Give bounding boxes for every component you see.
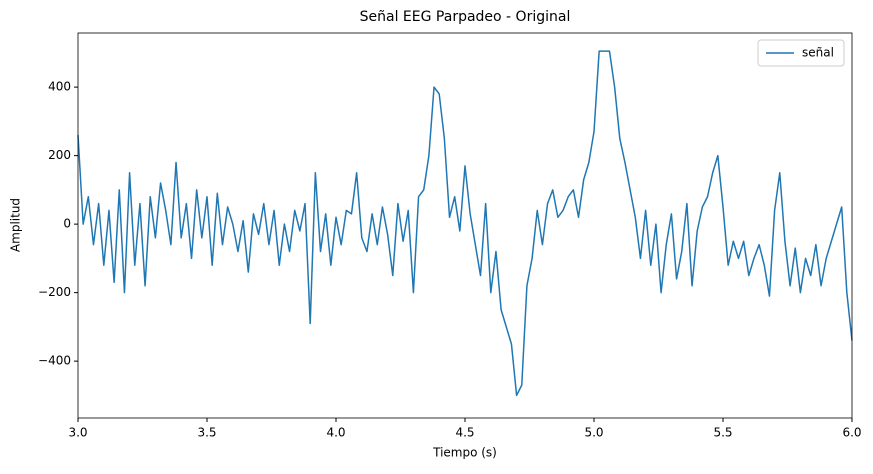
x-tick-label: 5.0 xyxy=(584,426,603,440)
legend-label: señal xyxy=(802,46,834,60)
legend-box xyxy=(757,39,845,67)
plot-frame xyxy=(77,32,853,419)
y-tick-label: 400 xyxy=(48,80,71,94)
chart-title: Señal EEG Parpadeo - Original xyxy=(360,9,571,25)
y-tick-label: 0 xyxy=(63,217,71,231)
y-tick-label: 200 xyxy=(48,148,71,162)
x-tick-label: 5.5 xyxy=(713,426,732,440)
y-tick-label: −200 xyxy=(38,285,71,299)
x-tick-label: 3.5 xyxy=(197,426,216,440)
x-axis-label: Tiempo (s) xyxy=(432,446,497,460)
x-tick-label: 6.0 xyxy=(842,426,861,440)
data-line xyxy=(77,50,853,397)
y-tick-label: −400 xyxy=(38,354,71,368)
x-tick-label: 3.0 xyxy=(68,426,87,440)
x-tick-label: 4.5 xyxy=(455,426,474,440)
y-axis-label: Amplitud xyxy=(9,198,23,252)
x-tick-label: 4.0 xyxy=(326,426,345,440)
